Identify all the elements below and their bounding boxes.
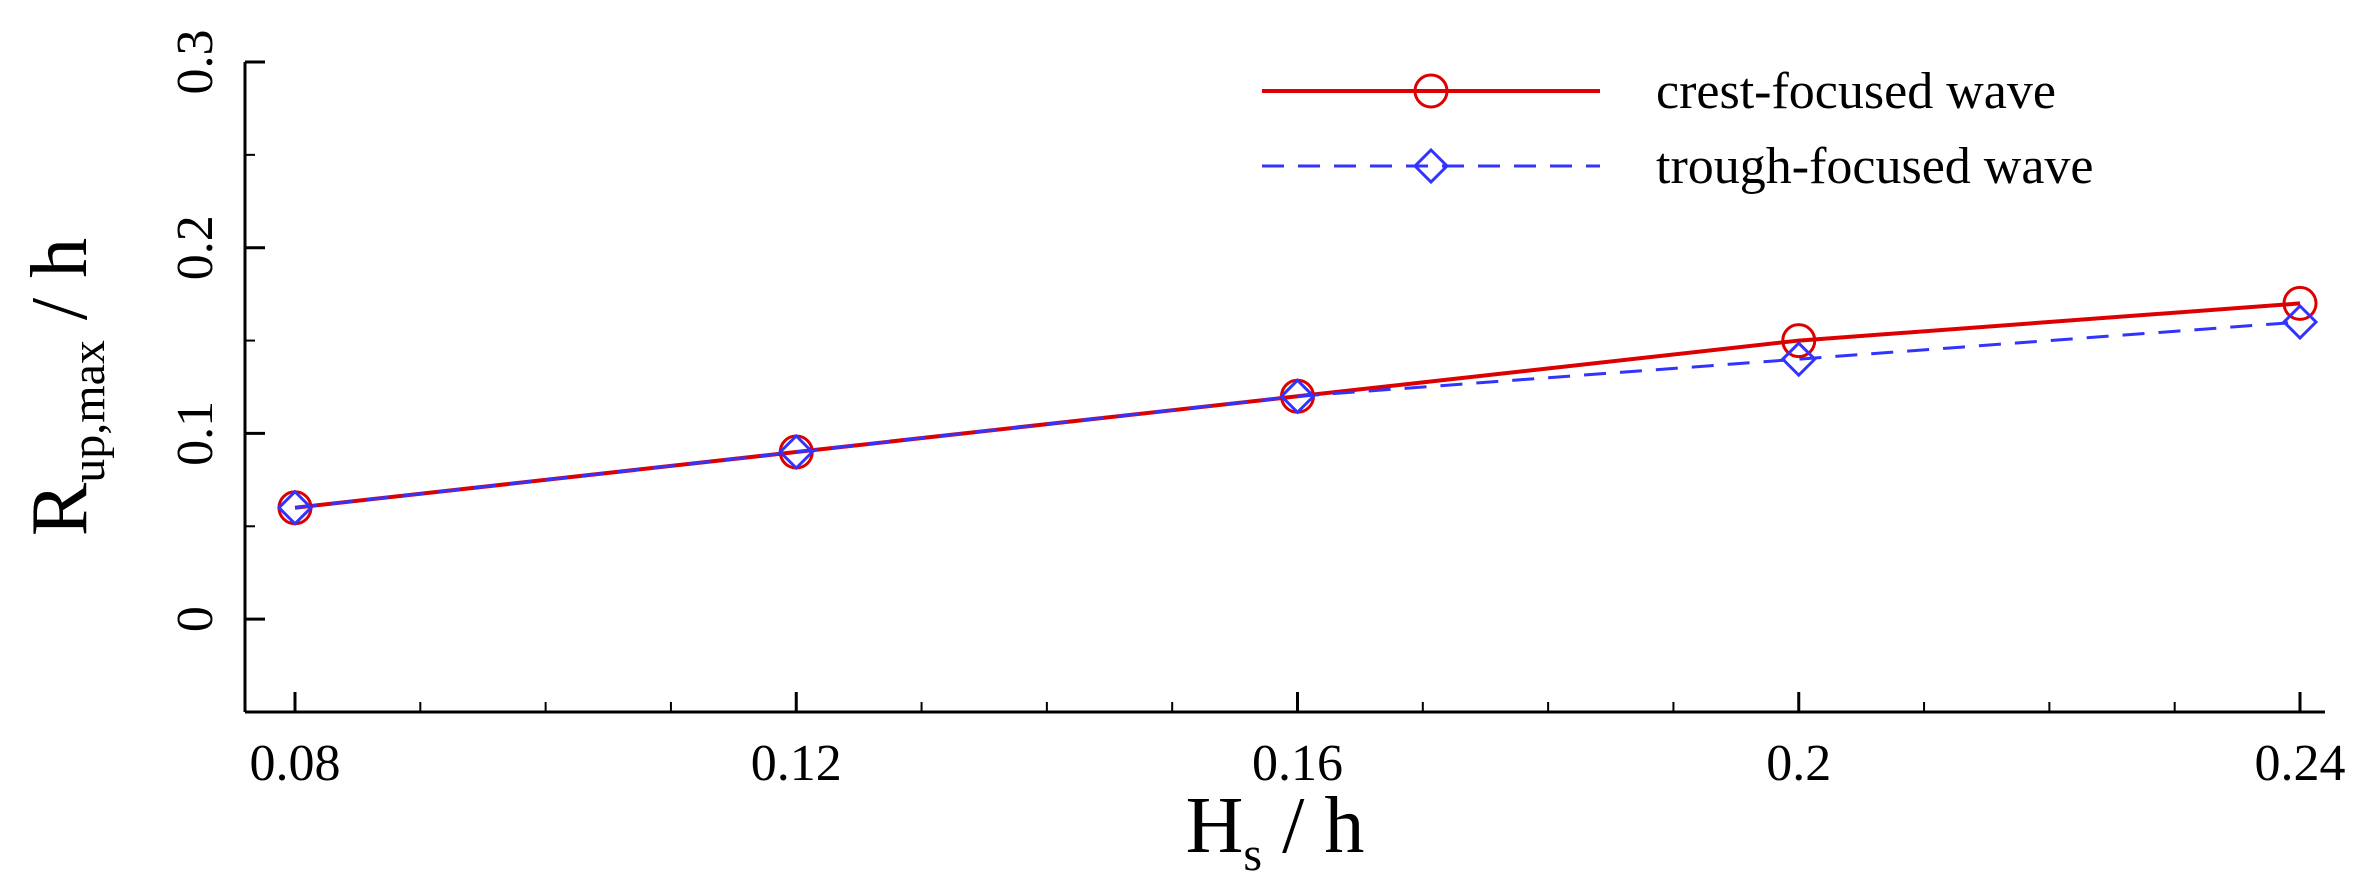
legend-marker-crest [1413, 73, 1449, 109]
legend-label-trough: trough-focused wave [1656, 138, 2094, 195]
x-tick-label: 0.08 [250, 735, 341, 792]
y-axis-title-sub: up,max [62, 340, 115, 483]
data-point-trough [778, 433, 815, 471]
y-tick-label: 0.1 [167, 401, 224, 466]
x-tick-label: 0.24 [2255, 735, 2346, 792]
data-point-trough [276, 489, 314, 526]
data-point-trough [1279, 378, 1316, 415]
legend: crest-focused wave trough-focused wave [1262, 63, 2094, 195]
tick-labels: 0.08 0.12 0.16 0.2 0.24 0 0.1 0.2 0.3 [167, 30, 2346, 793]
series-lines [276, 285, 2319, 526]
y-tick-label: 0 [167, 606, 224, 632]
series-line-trough [294, 320, 2301, 510]
x-axis-title: Hs / h [1186, 782, 1365, 881]
data-point-trough [1780, 341, 1817, 378]
data-point-crest [2282, 285, 2318, 321]
x-axis-title-sub: s [1243, 828, 1262, 881]
y-axis-title-rest: / h [16, 238, 104, 340]
x-tick-label: 0.12 [751, 735, 842, 792]
y-axis-title-main: R [16, 482, 104, 536]
x-axis-title-rest: / h [1262, 782, 1364, 870]
x-tick-label: 0.16 [1252, 735, 1343, 792]
data-point-trough [2281, 303, 2319, 341]
legend-marker-trough [1412, 147, 1450, 185]
x-axis-title-main: H [1186, 782, 1244, 870]
legend-label-crest: crest-focused wave [1656, 63, 2056, 120]
series-line-crest [294, 301, 2301, 510]
x-tick-label: 0.2 [1766, 735, 1831, 792]
y-tick-label: 0.2 [167, 215, 224, 280]
data-point-crest [1781, 323, 1817, 359]
y-axis-title: Rup,max / h [16, 238, 115, 536]
axes [243, 62, 2325, 714]
y-tick-label: 0.3 [167, 30, 224, 95]
ticks [245, 60, 2302, 713]
